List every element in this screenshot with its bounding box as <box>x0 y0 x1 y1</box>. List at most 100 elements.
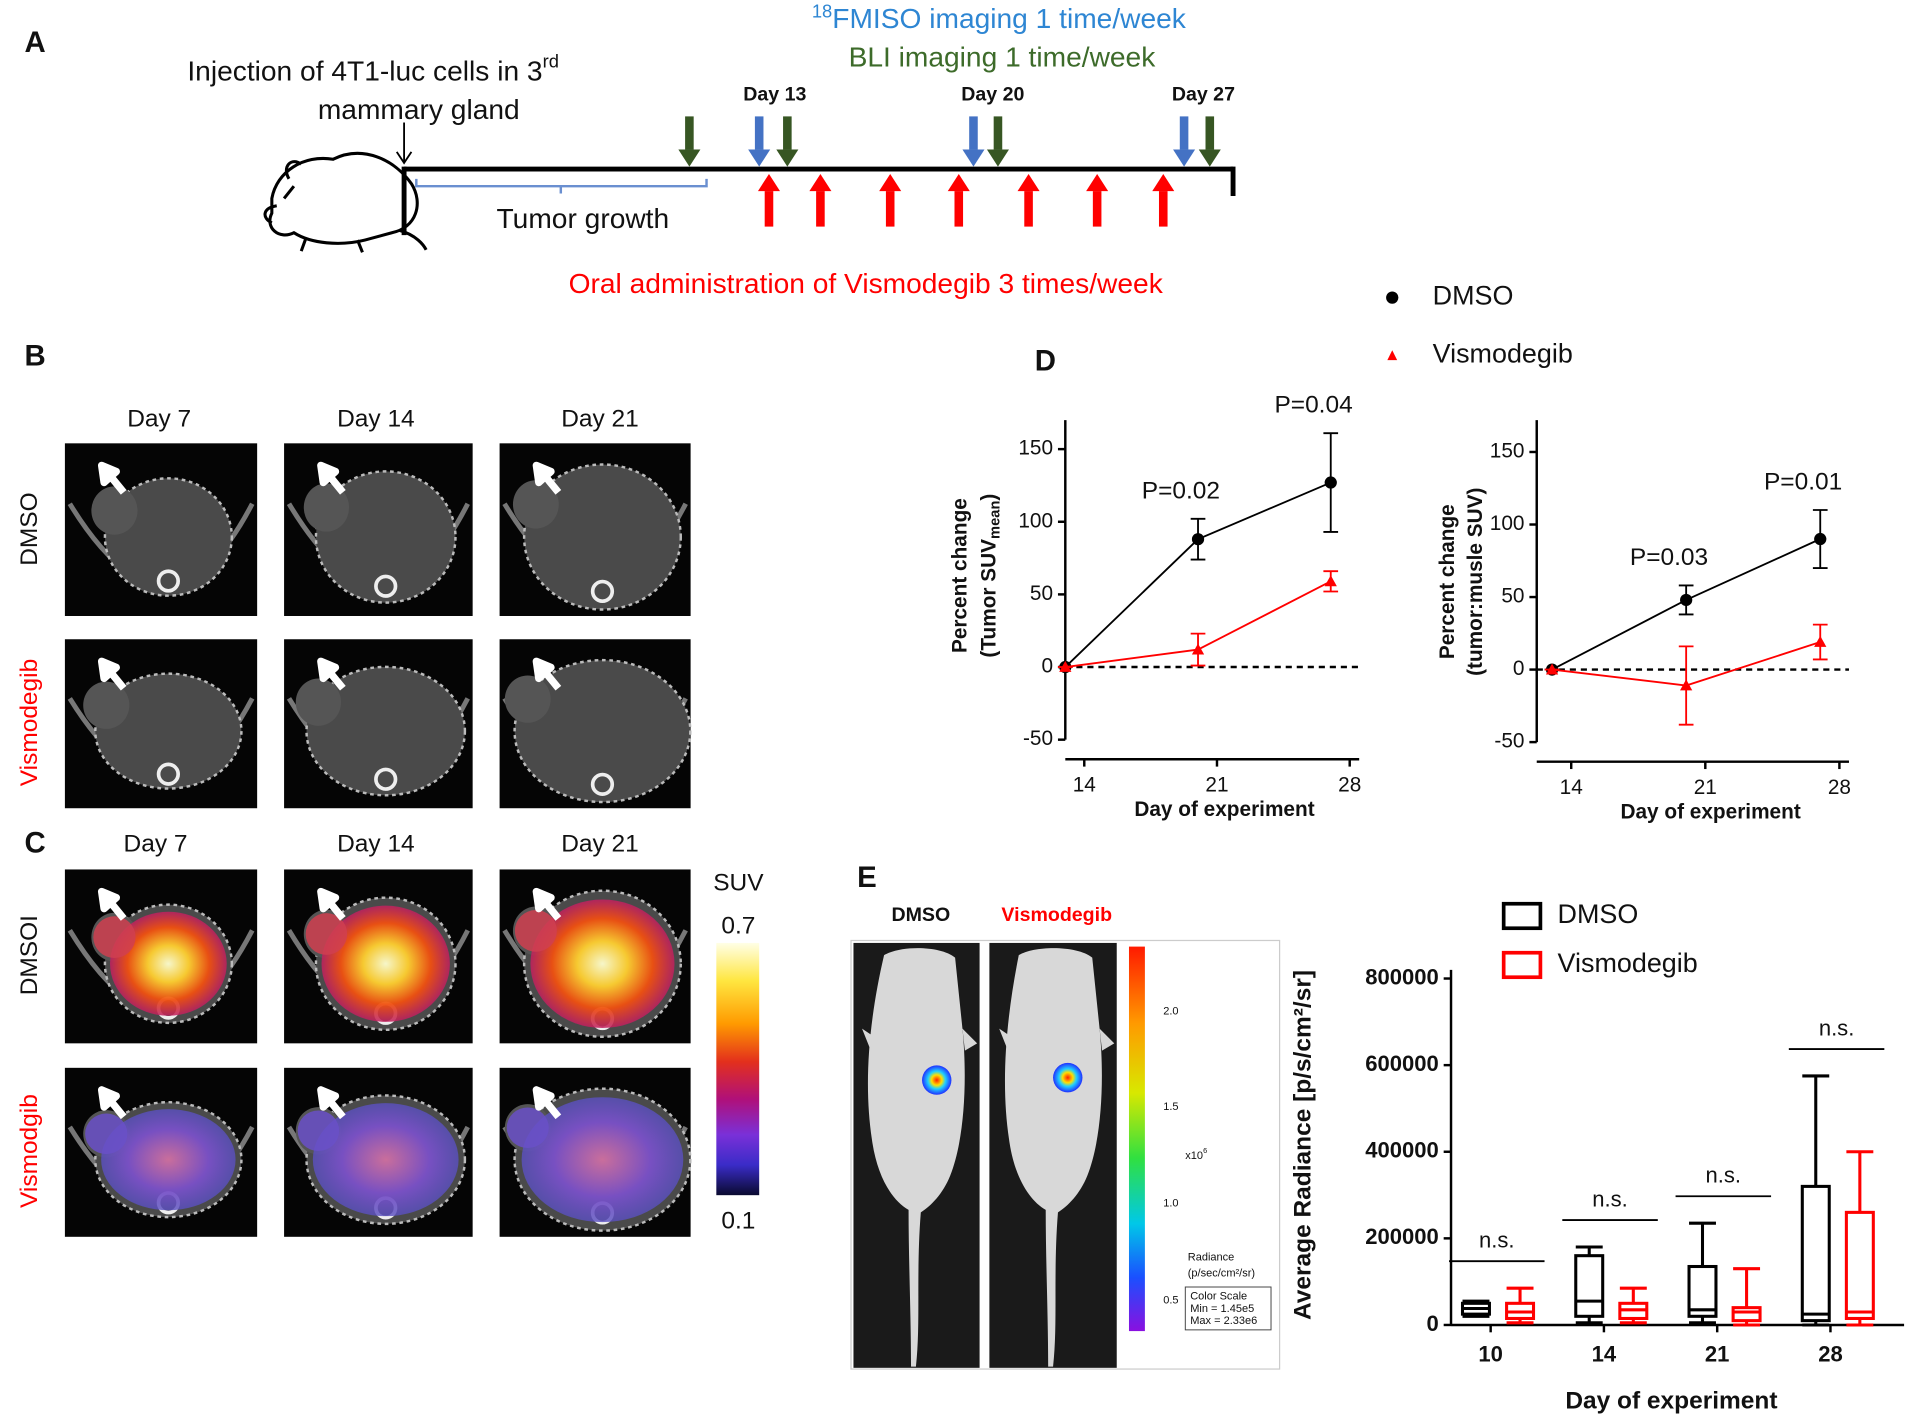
legend-marker <box>1501 950 1543 980</box>
y-axis-label: Percent change <box>1436 504 1459 659</box>
pointer-arrow <box>97 887 127 921</box>
arrow-head <box>962 149 985 167</box>
whisker <box>1846 1150 1874 1327</box>
annotation: P=0.03 <box>1630 544 1708 571</box>
x-axis-label: Day of experiment <box>1565 1388 1777 1415</box>
tumor <box>303 483 350 532</box>
x-tick-label: 28 <box>1818 1341 1843 1366</box>
pointer-arrow <box>532 1086 562 1120</box>
pointer-arrow <box>97 461 127 495</box>
x-tick-label: 28 <box>1338 774 1361 797</box>
marker <box>1545 663 1559 675</box>
x-tick-label: 21 <box>1205 774 1228 797</box>
uptake-tumor <box>514 910 557 952</box>
x-tick-label: 14 <box>1592 1341 1617 1366</box>
whisker <box>1733 1267 1761 1327</box>
text: FMISO imaging 1 time/week <box>832 3 1187 34</box>
uptake-tumor <box>506 1107 549 1149</box>
x-tick-label: 28 <box>1828 776 1851 799</box>
uptake-tumor <box>297 1110 340 1152</box>
scale-box <box>1184 1286 1272 1331</box>
uptake-tumor <box>85 1113 128 1155</box>
day-label: Day 21 <box>561 406 639 433</box>
arrow-head <box>986 149 1009 167</box>
x-tick-label: 21 <box>1694 776 1717 799</box>
spine <box>374 767 398 791</box>
annotation: n.s. <box>1819 1015 1855 1040</box>
row-label: DMSOI <box>16 915 43 995</box>
arrow-shaft <box>1179 116 1189 150</box>
arrow-head <box>757 173 780 192</box>
annotation: P=0.04 <box>1274 392 1352 419</box>
x-tick-label: 10 <box>1478 1341 1503 1366</box>
arrow-shaft <box>1158 191 1168 227</box>
uptake-tumor <box>305 913 348 955</box>
arrow-head <box>1198 149 1221 167</box>
arrow-head <box>879 173 902 192</box>
marker <box>1191 643 1205 655</box>
y-tick-label: 150 <box>1490 439 1525 462</box>
uptake <box>101 1109 236 1211</box>
arrow-head <box>809 173 832 192</box>
bli-colorbar <box>1128 946 1145 1332</box>
colorbar <box>716 942 760 1196</box>
pointer-arrow <box>532 887 562 921</box>
day-label: Day 14 <box>337 406 415 433</box>
annotation: P=0.01 <box>1764 469 1842 496</box>
annotation: n.s. <box>1706 1162 1742 1187</box>
y-tick-label: 100 <box>1490 512 1525 535</box>
colorbar-title: SUV <box>713 870 764 897</box>
annotation: n.s. <box>1479 1227 1515 1252</box>
panel-label: B <box>24 339 45 372</box>
arrow-shaft <box>783 116 792 150</box>
mouse-sketch <box>263 151 428 253</box>
y-tick-label: -50 <box>1023 727 1053 750</box>
arrow-head <box>776 149 799 167</box>
tumor <box>91 486 138 535</box>
day-label: Day 20 <box>961 84 1024 106</box>
whisker <box>1619 1286 1647 1325</box>
y-tick-label: 0 <box>1427 1311 1439 1336</box>
row-label: Vismodegib <box>16 659 43 786</box>
day-label: Day 14 <box>337 830 415 857</box>
y-tick-label: -50 <box>1494 730 1524 753</box>
marker <box>1680 593 1693 607</box>
box <box>1574 1254 1605 1318</box>
tumor-growth: Tumor growth <box>497 203 670 234</box>
tumor <box>504 675 551 723</box>
pointer-arrow <box>97 1086 127 1120</box>
scale-title: Color Scale <box>1190 1291 1247 1303</box>
arrow-head <box>1086 173 1109 192</box>
arrow-shaft <box>685 116 694 150</box>
x-axis-label: Day of experiment <box>1134 798 1314 821</box>
y-tick-label: 800000 <box>1365 964 1439 989</box>
x-tick-label: 14 <box>1560 776 1583 799</box>
annotation: n.s. <box>1592 1186 1628 1211</box>
luminescence <box>1053 1062 1083 1093</box>
y-axis-label: (tumor:musle SUV) <box>1464 488 1487 676</box>
uptake <box>321 905 450 1022</box>
arrow-shaft <box>993 116 1003 150</box>
box <box>1800 1184 1831 1323</box>
y-tick-label: 200000 <box>1365 1224 1439 1249</box>
text: ) <box>977 494 1000 501</box>
day-label: Day 7 <box>124 830 188 857</box>
colorbar-tick: 0.5 <box>1163 1294 1178 1306</box>
body <box>513 658 692 804</box>
mice <box>862 948 1115 1367</box>
pointer-arrow <box>317 461 346 495</box>
body <box>314 470 457 604</box>
unit-title: Radiance <box>1188 1252 1235 1264</box>
luminescence <box>922 1065 952 1095</box>
box <box>1844 1210 1875 1321</box>
y-axis-label: Average Radiance [p/s/cm²/sr] <box>1290 970 1317 1320</box>
legend-marker <box>1386 291 1399 304</box>
pointer-arrow <box>97 657 127 691</box>
uptake <box>312 1103 459 1217</box>
scan-images <box>64 443 692 1237</box>
y-tick-label: 600000 <box>1365 1051 1439 1076</box>
arrow-shaft <box>754 116 764 150</box>
legend-label: DMSO <box>1558 899 1639 929</box>
whisker <box>1575 1245 1603 1325</box>
text: x10 <box>1185 1150 1203 1162</box>
